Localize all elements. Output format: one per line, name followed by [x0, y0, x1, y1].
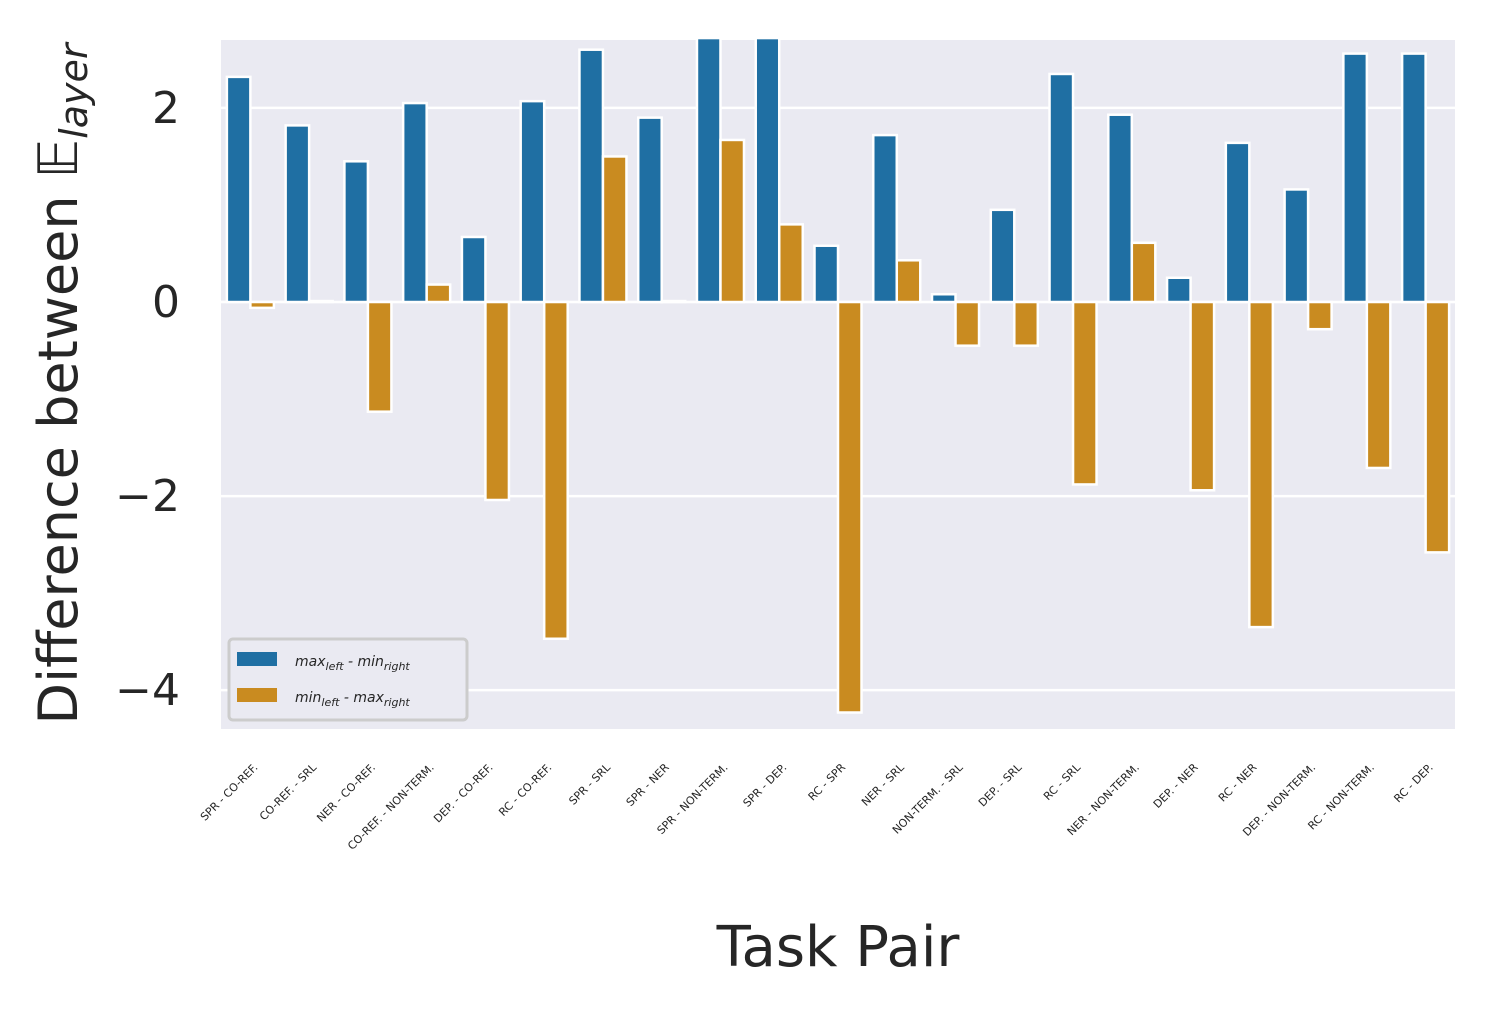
x-tick-label: RC - DEP. — [1391, 761, 1435, 805]
bar — [813, 244, 840, 304]
bar — [425, 283, 452, 304]
x-tick-label: SPR - CO-REF. — [198, 761, 261, 824]
x-tick-label: DEP. - CO-REF. — [431, 761, 495, 825]
bar — [1224, 141, 1251, 304]
y-tick-label: −4 — [115, 665, 180, 716]
y-tick-label: −2 — [115, 471, 180, 522]
bar — [343, 160, 370, 304]
y-tick-labels: 2 0 −2 −4 — [115, 83, 180, 716]
bar — [366, 300, 393, 413]
legend: maxleft - minright minleft - maxright — [227, 637, 469, 722]
bar — [989, 208, 1016, 304]
x-tick-label: NER - SRL — [859, 760, 907, 808]
legend-box — [227, 637, 469, 722]
x-tick-label: RC - SPR — [806, 761, 849, 804]
legend-swatch-series-1 — [237, 652, 277, 666]
x-tick-label: SPR - NER — [624, 761, 672, 809]
legend-label-series-2: minleft - maxright — [295, 690, 410, 709]
bar — [1365, 300, 1392, 470]
y-axis-title-subscript: layer — [52, 41, 96, 139]
x-tick-label: SPR - DEP. — [741, 761, 790, 810]
bar — [1283, 188, 1310, 304]
bar — [484, 300, 511, 502]
bar — [636, 116, 663, 304]
x-tick-label: DEP. - NER — [1151, 761, 1201, 811]
bar — [1165, 276, 1192, 304]
x-tick-label: CO-REF. - SRL — [257, 760, 320, 823]
bar — [578, 48, 605, 304]
bar — [249, 300, 276, 310]
bar — [284, 124, 311, 304]
bar — [1107, 113, 1134, 304]
bar — [1013, 300, 1040, 347]
y-tick-label: 0 — [152, 277, 180, 328]
bar — [1400, 52, 1427, 304]
bar — [1342, 52, 1369, 304]
bar — [1424, 300, 1451, 554]
bar — [1048, 72, 1075, 304]
bar — [1130, 241, 1157, 304]
bar — [519, 99, 546, 304]
bar — [542, 300, 569, 641]
bar — [954, 300, 981, 347]
bar — [895, 259, 922, 304]
bar — [460, 235, 487, 304]
bar — [930, 293, 957, 304]
x-tick-label: NER - CO-REF. — [314, 761, 378, 825]
bar — [660, 299, 687, 304]
x-tick-label: RC - CO-REF. — [496, 761, 554, 819]
bar — [1071, 300, 1098, 486]
legend-label-series-1: maxleft - minright — [295, 654, 410, 673]
bar — [601, 155, 628, 304]
bar — [719, 138, 746, 304]
bars — [225, 36, 1451, 714]
bar — [401, 101, 428, 304]
legend-swatch-series-2 — [237, 688, 277, 702]
bar — [754, 36, 781, 304]
bar — [695, 36, 722, 304]
bar — [777, 223, 804, 304]
bar — [1248, 300, 1275, 629]
bar — [872, 133, 899, 304]
y-axis-title: Difference between 𝔼layer — [27, 41, 96, 724]
y-tick-label: 2 — [152, 83, 180, 134]
x-axis-title: Task Pair — [716, 915, 961, 980]
bar — [1189, 300, 1216, 492]
bar — [836, 300, 863, 714]
x-tick-label: RC - SRL — [1041, 760, 1084, 803]
y-axis-title-symbol: 𝔼 — [27, 139, 90, 178]
bar — [307, 299, 334, 304]
x-tick-label: RC - NER — [1216, 761, 1260, 805]
bar — [225, 75, 252, 304]
y-axis-title-main: Difference between — [27, 178, 90, 724]
x-tick-label: SPR - SRL — [566, 760, 613, 807]
bar — [1306, 300, 1333, 331]
x-tick-label: DEP. - SRL — [976, 760, 1025, 809]
